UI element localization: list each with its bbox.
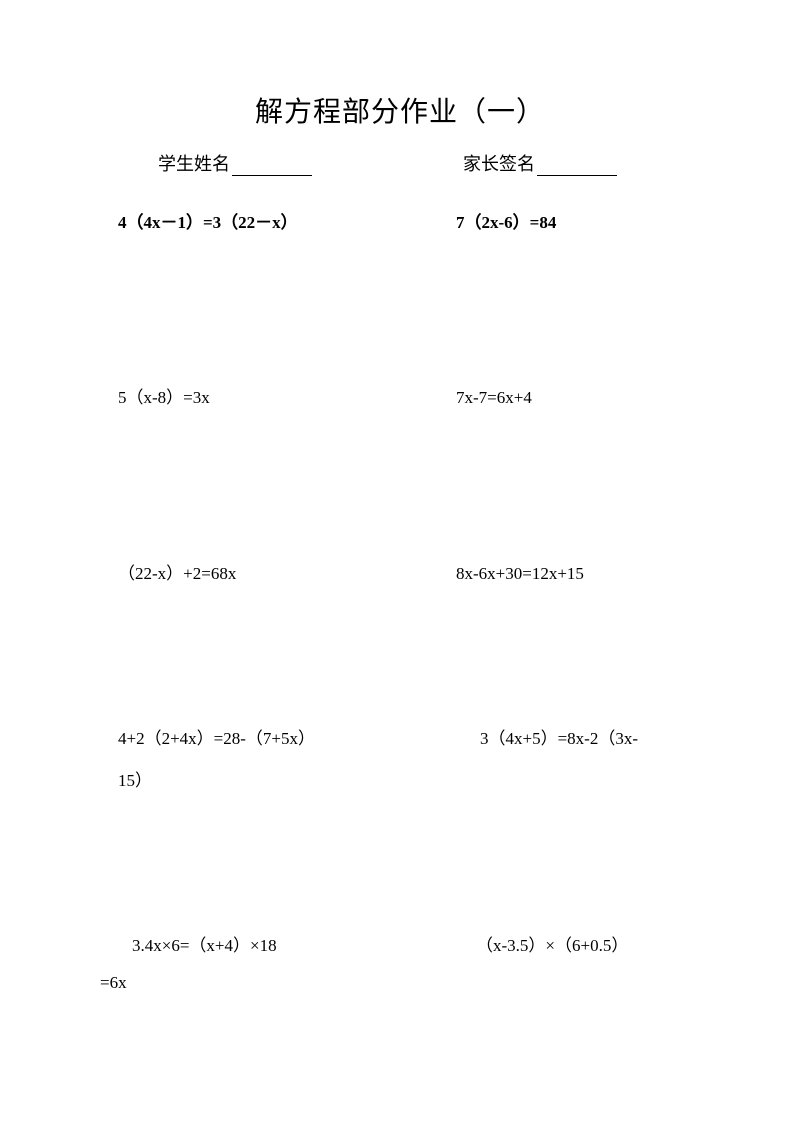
parent-sign-label: 家长签名 (463, 154, 535, 174)
student-name-blank[interactable] (232, 175, 312, 176)
problem-4-right: 3（4x+5）=8x-2（3x- (448, 720, 700, 757)
problem-row-5: 3.4x×6=（x+4）×18 （x-3.5）×（6+0.5） (118, 927, 700, 964)
problem-2-right: 7x-7=6x+4 (448, 379, 700, 416)
worksheet-title: 解方程部分作业（一） (100, 90, 700, 130)
parent-sign-blank[interactable] (537, 175, 617, 176)
problem-3-right: 8x-6x+30=12x+15 (448, 555, 700, 592)
parent-sign-field: 家长签名 (463, 150, 700, 176)
problem-row-3: （22-x）+2=68x 8x-6x+30=12x+15 (118, 555, 700, 592)
student-name-label: 学生姓名 (158, 154, 230, 174)
problem-5-left: 3.4x×6=（x+4）×18 (118, 927, 448, 964)
problems-container: 4（4x－1）=3（22－x） 7（2x-6）=84 5（x-8）=3x 7x-… (100, 204, 700, 1002)
problem-5-continuation: =6x (100, 964, 700, 1001)
problem-1-left: 4（4x－1）=3（22－x） (118, 204, 448, 241)
problem-3-left: （22-x）+2=68x (118, 555, 448, 592)
header-row: 学生姓名 家长签名 (100, 150, 700, 176)
problem-row-4: 4+2（2+4x）=28-（7+5x） 3（4x+5）=8x-2（3x- (118, 720, 700, 757)
problem-2-left: 5（x-8）=3x (118, 379, 448, 416)
problem-row-1: 4（4x－1）=3（22－x） 7（2x-6）=84 (118, 204, 700, 241)
problem-row-2: 5（x-8）=3x 7x-7=6x+4 (118, 379, 700, 416)
problem-4-left: 4+2（2+4x）=28-（7+5x） (118, 720, 448, 757)
problem-5-right: （x-3.5）×（6+0.5） (448, 927, 700, 964)
problem-4-continuation: 15） (118, 762, 700, 799)
student-name-field: 学生姓名 (158, 150, 463, 176)
problem-1-right: 7（2x-6）=84 (448, 204, 700, 241)
